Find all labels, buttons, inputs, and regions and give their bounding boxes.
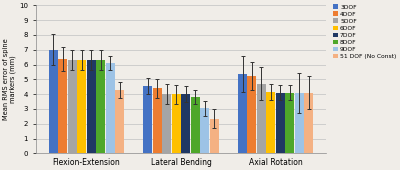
Bar [58, 59, 67, 153]
Bar [96, 60, 105, 153]
Bar [77, 60, 86, 153]
Bar [295, 93, 304, 153]
Bar [106, 63, 115, 153]
Bar [285, 93, 294, 153]
Bar [153, 88, 162, 153]
Bar [162, 94, 171, 153]
Bar [49, 50, 58, 153]
Bar [115, 90, 124, 153]
Y-axis label: Mean RMS error of spine
markers (mm): Mean RMS error of spine markers (mm) [3, 38, 16, 120]
Bar [144, 86, 152, 153]
Bar [238, 74, 247, 153]
Bar [248, 76, 256, 153]
Bar [68, 60, 77, 153]
Bar [304, 93, 313, 153]
Bar [191, 97, 200, 153]
Bar [200, 108, 209, 153]
Bar [181, 94, 190, 153]
Bar [257, 84, 266, 153]
Legend: 3DOF, 4DOF, 5DOF, 6DOF, 7DOF, 8DOF, 9DOF, 51 DOF (No Const): 3DOF, 4DOF, 5DOF, 6DOF, 7DOF, 8DOF, 9DOF… [332, 4, 397, 60]
Bar [210, 118, 219, 153]
Bar [276, 93, 285, 153]
Bar [266, 92, 275, 153]
Bar [172, 94, 181, 153]
Bar [87, 60, 96, 153]
